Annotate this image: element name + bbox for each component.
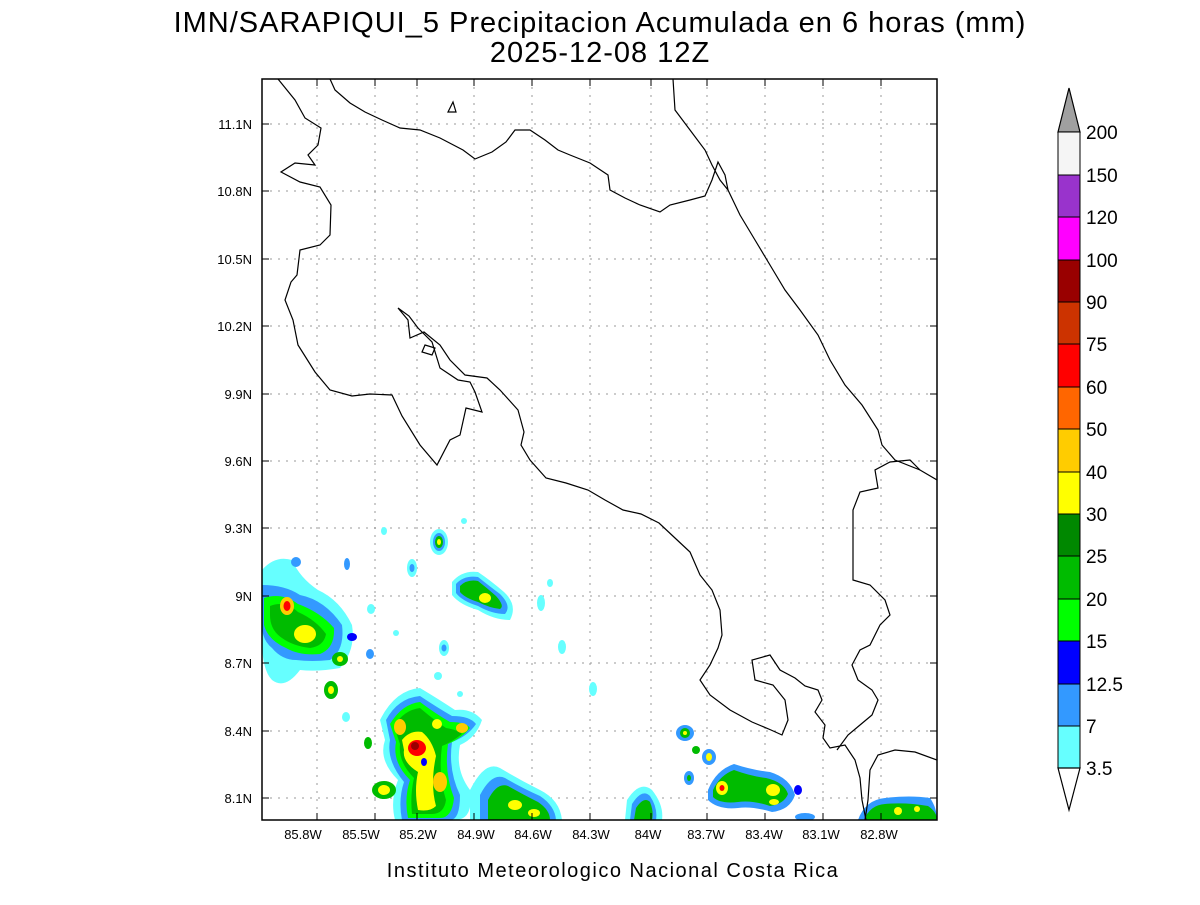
lat-label: 8.1N [225, 791, 252, 806]
colorbar-label: 60 [1086, 378, 1107, 399]
colorbar-label: 3.5 [1086, 759, 1112, 780]
lat-label: 10.2N [217, 319, 252, 334]
lat-label: 8.4N [225, 724, 252, 739]
colorbar-label: 20 [1086, 590, 1107, 611]
colorbar-label: 200 [1086, 123, 1118, 144]
lat-label: 10.5N [217, 252, 252, 267]
lon-label: 84.3W [572, 827, 610, 842]
lat-tick-labels: 11.1N 10.8N 10.5N 10.2N 9.9N 9.6N 9.3N 9… [217, 117, 252, 806]
colorbar-band [1057, 216, 1081, 261]
lon-label: 83.7W [687, 827, 725, 842]
colorbar-band [1057, 555, 1081, 600]
colorbar: 200 150 120 100 90 75 60 50 40 30 25 20 … [1057, 87, 1123, 813]
map-gridlines [262, 79, 937, 820]
precip-cluster-south [470, 766, 562, 820]
colorbar-band [1057, 259, 1081, 303]
lon-label: 85.2W [399, 827, 437, 842]
coastlines [277, 79, 937, 820]
precip-cluster-west [262, 557, 375, 699]
colorbar-label: 150 [1086, 166, 1118, 187]
colorbar-band [1057, 683, 1081, 727]
colorbar-band [1057, 301, 1081, 345]
credit-text: Instituto Meteorologico Nacional Costa R… [387, 860, 839, 882]
map-frame [261, 78, 938, 821]
colorbar-band [1057, 131, 1081, 176]
precip-cluster-east [625, 725, 937, 820]
precip-cluster-central [364, 688, 482, 820]
precip-cluster-north [342, 518, 597, 722]
colorbar-band [1057, 343, 1081, 388]
colorbar-label: 120 [1086, 208, 1118, 229]
lon-label: 82.8W [860, 827, 898, 842]
colorbar-band [1057, 725, 1081, 769]
colorbar-label: 75 [1086, 335, 1107, 356]
lat-label: 9.3N [225, 521, 252, 536]
colorbar-band [1057, 428, 1081, 473]
colorbar-top-arrow [1057, 87, 1081, 133]
precipitation-field [262, 518, 937, 820]
colorbar-band [1057, 174, 1081, 218]
lat-label: 10.8N [217, 184, 252, 199]
lon-label: 85.5W [342, 827, 380, 842]
lat-label: 9.9N [225, 387, 252, 402]
lon-label: 83.1W [802, 827, 840, 842]
lon-label: 84.6W [514, 827, 552, 842]
colorbar-band [1057, 640, 1081, 685]
colorbar-label: 90 [1086, 293, 1107, 314]
lon-label: 85.8W [284, 827, 322, 842]
colorbar-label: 7 [1086, 717, 1097, 738]
colorbar-label: 25 [1086, 547, 1107, 568]
axis-tick-marks [262, 79, 937, 820]
lon-label: 84W [635, 827, 662, 842]
colorbar-label: 40 [1086, 463, 1107, 484]
colorbar-bottom-arrow [1057, 767, 1081, 813]
lat-label: 11.1N [218, 117, 252, 132]
lon-label: 83.4W [745, 827, 783, 842]
colorbar-label: 100 [1086, 251, 1118, 272]
colorbar-label: 15 [1086, 632, 1107, 653]
colorbar-band [1057, 598, 1081, 642]
colorbar-label: 30 [1086, 505, 1107, 526]
map-title-line2: 2025-12-08 12Z [490, 37, 710, 69]
lat-label: 8.7N [225, 656, 252, 671]
colorbar-band [1057, 386, 1081, 430]
colorbar-band [1057, 513, 1081, 557]
lon-tick-labels: 85.8W 85.5W 85.2W 84.9W 84.6W 84.3W 84W … [284, 827, 898, 842]
lat-label: 9.6N [225, 454, 252, 469]
colorbar-label: 12.5 [1086, 675, 1123, 696]
map-title-line1: IMN/SARAPIQUI_5 Precipitacion Acumulada … [174, 7, 1027, 39]
lon-label: 84.9W [457, 827, 495, 842]
colorbar-label: 50 [1086, 420, 1107, 441]
lat-label: 9N [235, 589, 252, 604]
colorbar-band [1057, 471, 1081, 515]
